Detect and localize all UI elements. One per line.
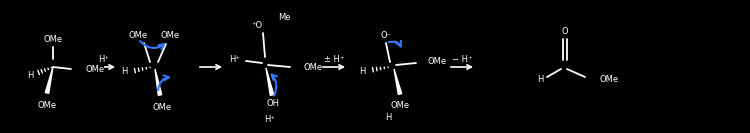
Text: OMe: OMe	[391, 101, 410, 109]
Text: OMe: OMe	[160, 30, 179, 40]
Text: OMe: OMe	[38, 101, 56, 109]
Text: − H⁺: − H⁺	[452, 55, 472, 65]
Text: O: O	[562, 28, 568, 36]
Text: OMe: OMe	[600, 74, 619, 84]
Text: OMe: OMe	[44, 34, 62, 43]
Text: H⁺: H⁺	[265, 115, 275, 124]
Text: OH: OH	[266, 99, 280, 107]
Text: OMe: OMe	[428, 57, 447, 66]
Text: OMe: OMe	[303, 63, 322, 72]
Polygon shape	[394, 69, 402, 94]
Polygon shape	[45, 67, 53, 93]
Text: OMe: OMe	[128, 30, 148, 40]
Polygon shape	[266, 68, 274, 95]
Text: ⁺O: ⁺O	[252, 20, 263, 30]
Text: H: H	[358, 68, 365, 76]
Polygon shape	[155, 69, 162, 95]
Text: OMe: OMe	[85, 65, 104, 74]
Text: Me: Me	[278, 14, 290, 22]
Text: OMe: OMe	[152, 103, 172, 111]
Text: H: H	[27, 70, 33, 80]
Text: ± H⁺: ± H⁺	[324, 55, 344, 65]
Text: O⁻: O⁻	[380, 30, 392, 40]
Text: H: H	[537, 74, 543, 84]
Text: H: H	[385, 113, 392, 122]
Text: H: H	[121, 68, 127, 76]
Text: H⁺: H⁺	[230, 55, 240, 65]
Text: H⁺: H⁺	[98, 55, 109, 65]
